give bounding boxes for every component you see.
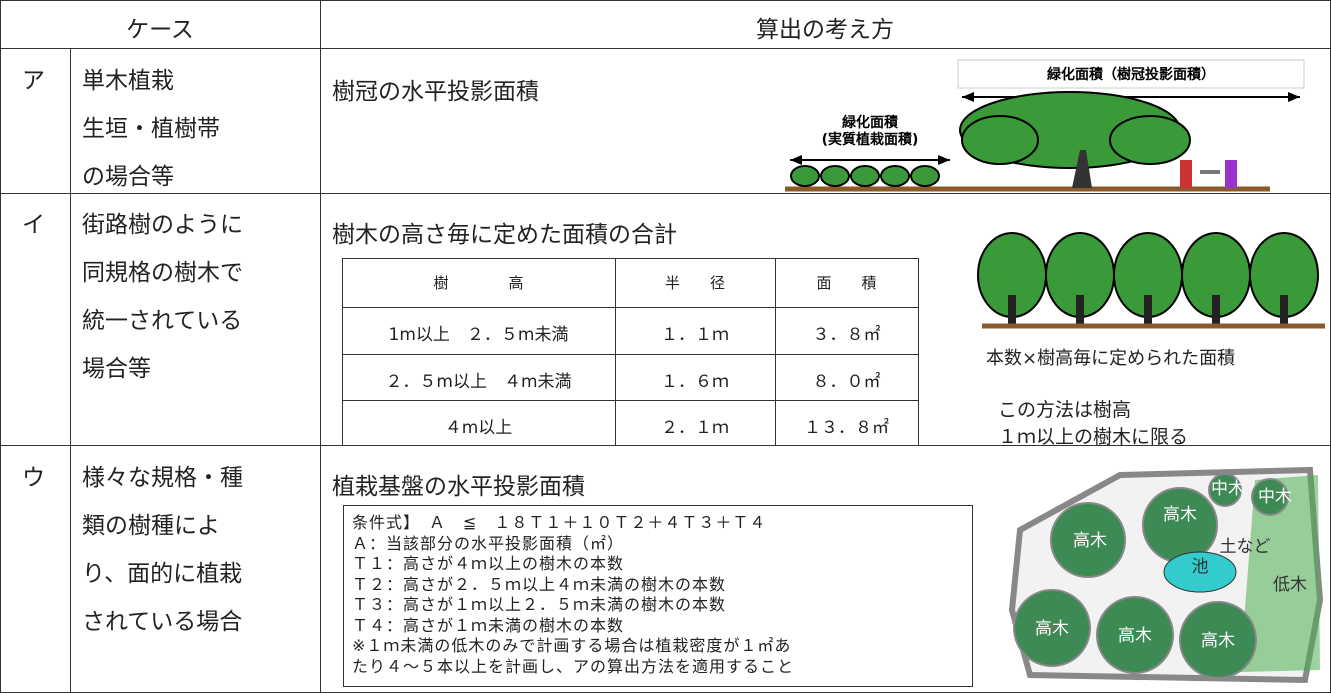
border — [70, 48, 71, 693]
inner-border — [342, 258, 343, 445]
table-cell: ２．５m以上 ４m未満 — [385, 372, 572, 392]
figure-label: 緑化面積 — [842, 114, 899, 131]
figure-label: 土など — [1220, 537, 1271, 557]
border — [0, 193, 1331, 194]
inner-border — [342, 307, 918, 308]
border — [320, 0, 321, 693]
border — [0, 0, 1, 693]
hedge — [790, 165, 940, 187]
figure-label: 高木 — [1163, 505, 1197, 525]
formula-line: たり４～５本以上を計画し、アの算出方法を適用すること — [352, 656, 795, 676]
case-text: 場合等 — [82, 356, 151, 382]
case-text: 街路樹のように — [82, 212, 243, 238]
header-method: 算出の考え方 — [756, 17, 894, 43]
figure-label: 高木 — [1201, 631, 1235, 651]
figure-label: 低木 — [1273, 575, 1307, 595]
table-cell: ４m以上 — [444, 418, 513, 438]
pond — [1163, 551, 1237, 593]
formula-line: Ｔ２：高さが２．５ｍ以上４ｍ未満の樹木の本数 — [352, 574, 727, 594]
row-label: ウ — [22, 465, 45, 491]
table-cell: １．６ｍ — [661, 372, 729, 392]
figure-label: 緑化面積（樹冠投影面積） — [1047, 66, 1215, 83]
trees — [1013, 473, 1289, 679]
case-text: 単木植栽 — [82, 68, 174, 94]
inner-border — [342, 400, 918, 401]
table-cell: １３．８㎡ — [804, 418, 889, 438]
shrub-area — [1240, 475, 1320, 672]
formula-line: Ｔ１：高さが４ｍ以上の樹木の本数 — [352, 554, 625, 573]
figure-label: 中木 — [1258, 487, 1292, 507]
note: この方法は樹高 — [998, 399, 1132, 421]
inner-border — [775, 258, 776, 445]
method-text: 植栽基盤の水平投影面積 — [332, 474, 585, 500]
method-text: 樹冠の水平投影面積 — [332, 79, 539, 105]
table-header: 面 積 — [816, 274, 877, 292]
case-text: り、面的に植栽 — [82, 561, 243, 587]
formula-line: Ａ：当該部分の水平投影面積（㎡） — [352, 533, 625, 553]
method-text: 樹木の高さ毎に定めた面積の合計 — [332, 222, 677, 248]
big-tree — [959, 91, 1191, 169]
inner-border — [615, 258, 616, 445]
table-cell: 1m以上 ２．５m未満 — [388, 325, 569, 345]
case-text: されている場合 — [82, 609, 243, 635]
formula-line: Ｔ４：高さが１ｍ未満の樹木の本数 — [352, 615, 625, 635]
inner-border — [342, 445, 918, 446]
formula-line: Ｔ３：高さが１ｍ以上２．５ｍ未満の樹木の本数 — [352, 595, 727, 614]
note: １ｍ以上の樹木に限る — [998, 426, 1189, 448]
figure-label: 高木 — [1073, 531, 1107, 551]
figure-label: 池 — [1192, 557, 1209, 577]
people — [1180, 160, 1237, 188]
case-text: 様々な規格・種 — [82, 465, 243, 491]
figure-label: 高木 — [1118, 626, 1152, 646]
table-cell: ８．０㎡ — [812, 372, 881, 392]
figure-label: 中木 — [1211, 479, 1245, 499]
inner-border — [342, 354, 918, 355]
figure-label: 高木 — [1035, 619, 1069, 639]
inner-border — [342, 258, 918, 259]
formula-line: 条件式】 Ａ ≦ １８Ｔ１＋１０Ｔ２＋４Ｔ３＋Ｔ４ — [352, 513, 767, 532]
formula-line: ※１ｍ未満の低木のみで計画する場合は植栽密度が１㎡あ — [352, 636, 792, 655]
formula-box — [343, 505, 973, 687]
table-cell: ２．１ｍ — [661, 418, 729, 438]
table-cell: ３．８㎡ — [812, 325, 881, 345]
border — [0, 48, 1331, 49]
table-header: 樹 高 — [433, 274, 524, 292]
case-text: 同規格の樹木で — [82, 260, 243, 286]
row-label: イ — [22, 212, 45, 238]
case-text: の場合等 — [82, 164, 174, 190]
street-trees — [977, 232, 1319, 325]
case-text: 類の樹種によ — [82, 513, 220, 539]
header-case: ケース — [126, 17, 194, 43]
table-cell: １．１ｍ — [661, 325, 729, 345]
case-text: 統一されている — [82, 308, 243, 334]
row-label: ア — [22, 68, 45, 94]
figure-label: (実質植栽面積) — [822, 131, 919, 148]
trunk — [1072, 150, 1092, 188]
inner-border — [918, 258, 919, 445]
figure-caption: 本数×樹高毎に定められた面積 — [986, 348, 1236, 369]
border — [0, 0, 1331, 1]
label-box — [957, 59, 1305, 89]
case-text: 生垣・植樹帯 — [82, 116, 220, 142]
table-header: 半 径 — [664, 274, 725, 292]
